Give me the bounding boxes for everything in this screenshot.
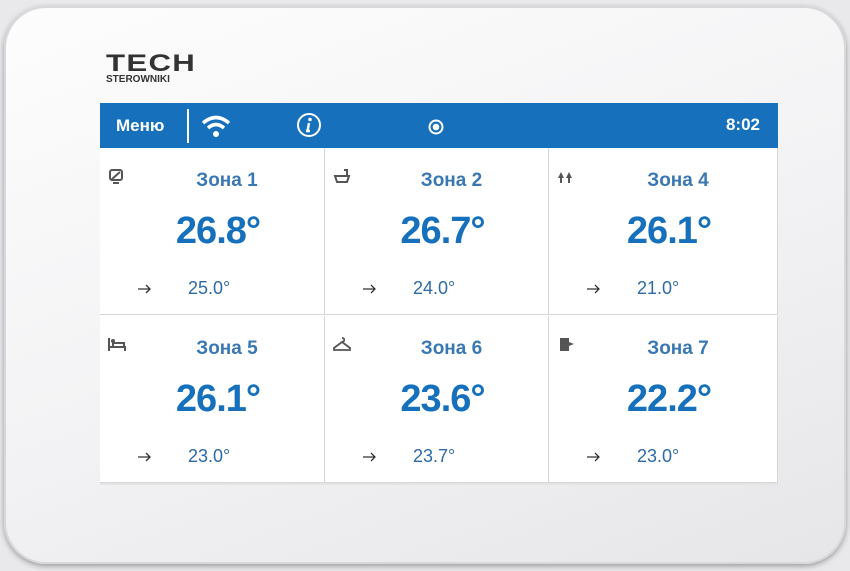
- zone-setpoint: 21.0°: [637, 278, 679, 299]
- zone-tile[interactable]: Зона 1 26.8° 25.0°: [100, 148, 325, 315]
- zone-tile[interactable]: Зона 5 26.1° 23.0°: [100, 316, 325, 483]
- zone-tile[interactable]: Зона 4 26.1° 21.0°: [549, 148, 778, 315]
- zone-name: Зона 5: [100, 338, 324, 360]
- info-icon[interactable]: [296, 112, 322, 138]
- setpoint-arrow: [138, 452, 152, 462]
- zone-temperature: 26.7°: [325, 210, 548, 253]
- zone-temperature: 26.1°: [100, 378, 324, 421]
- brand-subtitle: STEROWNIKI: [106, 74, 170, 85]
- zone-name: Зона 4: [549, 170, 777, 192]
- screen: Меню 8:02 Зона 1 26.8° 25.0° Зона 2 26.7° 24.…: [100, 103, 778, 485]
- zone-setpoint: 23.0°: [188, 446, 230, 467]
- setpoint-arrow: [363, 284, 377, 294]
- zone-tile[interactable]: Зона 7 22.2° 23.0°: [549, 316, 778, 483]
- zone-tile[interactable]: Зона 6 23.6° 23.7°: [325, 316, 549, 483]
- setpoint-arrow: [587, 284, 601, 294]
- zone-name: Зона 6: [325, 338, 548, 360]
- zone-setpoint: 23.7°: [413, 446, 455, 467]
- setpoint-arrow: [138, 284, 152, 294]
- setpoint-arrow: [587, 452, 601, 462]
- zone-name: Зона 7: [549, 338, 777, 360]
- zone-name: Зона 1: [100, 170, 324, 192]
- wifi-icon[interactable]: [200, 113, 232, 139]
- zone-temperature: 22.2°: [549, 378, 777, 421]
- zone-tile[interactable]: Зона 2 26.7° 24.0°: [325, 148, 549, 315]
- menu-button[interactable]: Меню: [116, 116, 164, 136]
- zone-temperature: 26.1°: [549, 210, 777, 253]
- zone-name: Зона 2: [325, 170, 548, 192]
- separator: [187, 109, 189, 143]
- zone-setpoint: 24.0°: [413, 278, 455, 299]
- clock: 8:02: [726, 115, 760, 135]
- status-bar: Меню 8:02: [100, 103, 778, 148]
- page: TECH STEROWNIKI Меню 8:02 Зона 126.8°25.…: [0, 0, 850, 571]
- setpoint-arrow: [363, 452, 377, 462]
- zone-setpoint: 25.0°: [188, 278, 230, 299]
- record-icon[interactable]: [428, 119, 444, 135]
- zone-setpoint: 23.0°: [637, 446, 679, 467]
- zone-temperature: 23.6°: [325, 378, 548, 421]
- zone-temperature: 26.8°: [100, 210, 324, 253]
